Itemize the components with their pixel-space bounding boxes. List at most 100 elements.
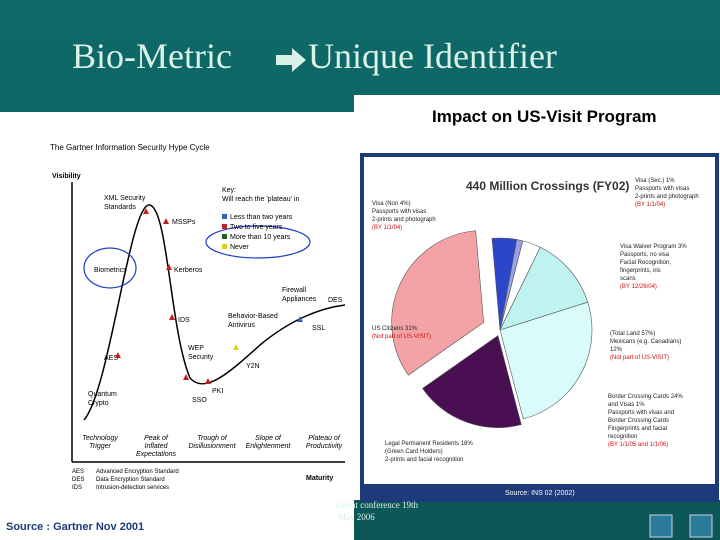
key-title: Will reach the 'plateau' in — [222, 196, 299, 203]
slice-label: fingerprints, iris — [620, 268, 661, 274]
slice-label: US Citizens 31% — [372, 326, 418, 332]
phase-label: Disillusionment — [188, 443, 236, 450]
phase-label: Productivity — [306, 443, 343, 450]
nav-button[interactable] — [689, 514, 713, 538]
slice-label: Passports, no visa — [620, 252, 670, 258]
technology-marker — [297, 316, 303, 322]
slice-label: (BY 1/1/04) — [372, 225, 402, 231]
technology-marker — [143, 208, 149, 214]
technology-label: DES — [328, 297, 343, 304]
phase-label: Enlightenment — [246, 443, 292, 450]
title-right: Unique Identifier — [308, 36, 557, 76]
slice-label: 2-prints and facial recognition — [385, 457, 463, 463]
pie-slice — [499, 301, 593, 420]
nav-button[interactable] — [649, 514, 673, 538]
abbreviation: IDS — [72, 485, 82, 491]
slice-label: (Not part of US-VISIT) — [610, 355, 669, 361]
slice-label: 12% — [610, 347, 623, 353]
technology-label: AES — [104, 355, 118, 362]
pie-slice — [422, 335, 522, 428]
technology-label: Y2N — [246, 363, 260, 370]
x-axis-label: Maturity — [306, 475, 333, 482]
key-marker — [222, 224, 227, 229]
abbreviation: Data Encryption Standard — [96, 477, 165, 483]
slice-label: Fingerprints and facial — [608, 426, 667, 432]
slice-label: Border Crossing Cards 24% — [608, 394, 683, 400]
slice-label: and Visas 1% — [608, 402, 645, 408]
abbreviation: DES — [72, 477, 84, 483]
footer-line: ement conference 19th — [336, 500, 418, 510]
hype-curve — [83, 204, 346, 421]
slice-label: Mexicans (e.g. Canadians) — [610, 339, 681, 345]
key-title: Key: — [222, 187, 236, 194]
slice-label: 2-prints and photograph — [635, 194, 699, 200]
technology-label: Antivirus — [228, 322, 255, 329]
slice-label: Facial Recognition, — [620, 260, 671, 266]
technology-label: IDS — [178, 317, 190, 324]
source: Source : Gartner Nov 2001 — [6, 521, 144, 533]
footer-line: May 2006 — [338, 512, 375, 522]
technology-marker — [233, 344, 239, 350]
slice-label: Passports with visas — [635, 186, 689, 192]
technology-marker — [183, 374, 189, 380]
pie-slice — [499, 246, 589, 331]
title-left: Bio-Metric — [72, 36, 232, 76]
technology-marker — [163, 218, 169, 224]
title-arrow — [276, 48, 306, 72]
slice-label: 2-prints and photograph — [372, 217, 436, 223]
phase-label: Expectations — [136, 451, 177, 458]
technology-label: Biometrics — [94, 267, 127, 274]
hype-labels: Key: Will reach the 'plateau' in Less than… — [72, 187, 343, 491]
slice-label: (BY 1/1/04) — [635, 202, 665, 208]
highlight-ellipse — [205, 225, 311, 259]
technology-label: Quantum — [88, 391, 117, 398]
abbreviation: Advanced Encryption Standard — [96, 469, 179, 475]
technology-label: Standards — [104, 204, 136, 211]
key-marker — [222, 244, 227, 249]
slice-label: scans — [620, 276, 636, 282]
technology-marker — [169, 314, 175, 320]
pie-slice — [391, 230, 484, 376]
hype-panel — [0, 112, 354, 512]
phase-label: Trigger — [89, 443, 111, 450]
slice-label: Visa (Sec.) 1% — [635, 178, 675, 184]
key-marker — [222, 214, 227, 219]
pie-source: Source: INS 02 (2002) — [505, 490, 575, 497]
slice-label: Visa Waiver Program 3% — [620, 244, 687, 250]
slice-label: (Green Card Holders) — [385, 449, 443, 455]
slice-label: (BY 12/26/04) — [620, 284, 657, 290]
technology-label: Appliances — [282, 296, 317, 303]
technology-label: XML Security — [104, 195, 146, 202]
slice-label: (BY 1/1/05 and 1/1/06) — [608, 442, 668, 448]
technology-label: SSL — [312, 325, 325, 332]
phase-label: Slope of — [255, 435, 282, 442]
slice-label: Border Crossing Cards — [608, 418, 669, 424]
phase-label: Inflated — [145, 443, 169, 450]
slice-label: Visa (Non 4%) — [372, 201, 411, 207]
technology-label: Kerberos — [174, 267, 203, 274]
source-bar — [0, 512, 354, 540]
y-axis-label: Visibility — [52, 173, 81, 180]
phase-label: Trough of — [197, 435, 227, 442]
technology-marker — [115, 352, 121, 358]
phase-label: Peak of — [144, 435, 169, 442]
abbreviation: AES — [72, 469, 84, 475]
technology-label: MSSPs — [172, 219, 196, 226]
technology-label: Security — [188, 354, 214, 361]
phase-label: Plateau of — [308, 435, 341, 442]
highlight-ellipse — [83, 247, 137, 289]
technology-label: Crypto — [88, 400, 109, 407]
pie: Visa (Non 4%) Passports with visas 2-print… — [372, 178, 699, 463]
key-item: Two to five years — [230, 224, 283, 231]
technology-label: Behavior-Based — [228, 313, 278, 320]
slice-label: Passports with visas — [372, 209, 426, 215]
technology-marker — [205, 378, 211, 384]
key-item: Never — [230, 244, 249, 251]
phase-label: Technology — [82, 435, 118, 442]
pie-subtitle: 440 Million Crossings (FY02) — [466, 179, 629, 193]
technology-label: PKI — [212, 388, 223, 395]
slice-label: recognition — [608, 434, 637, 440]
key-marker — [222, 234, 227, 239]
pie-title: Impact on US-Visit Program — [432, 107, 657, 126]
